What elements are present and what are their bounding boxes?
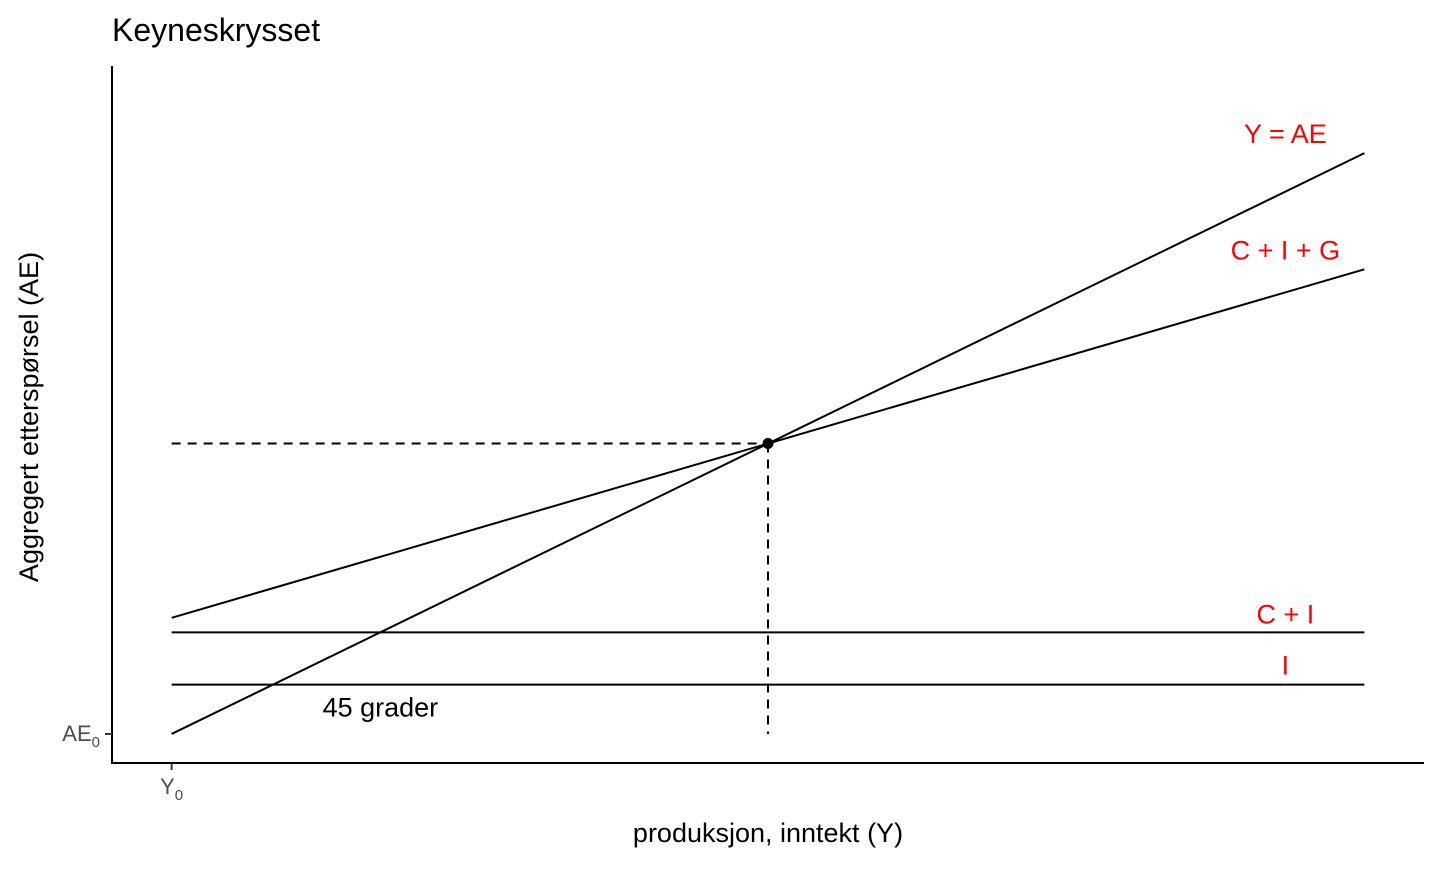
x-tick-label: Y0 <box>160 774 183 804</box>
chart-title: Keyneskrysset <box>112 12 320 48</box>
chart-marks: Y = AE C + I + G C + I I 45 grader Y0 AE0 <box>62 119 1365 804</box>
series-label-c-i-g: C + I + G <box>1231 235 1341 265</box>
equilibrium-point <box>762 438 774 450</box>
annotation-45-grader: 45 grader <box>323 693 439 723</box>
series-label-y-ae: Y = AE <box>1244 119 1327 149</box>
x-axis-label: produksjon, inntekt (Y) <box>633 818 903 848</box>
series-label-i: I <box>1282 651 1290 681</box>
y-tick-label: AE0 <box>62 721 100 751</box>
y-axis-label: Aggregert etterspørsel (AE) <box>14 252 44 582</box>
series-label-c-i: C + I <box>1256 599 1314 629</box>
